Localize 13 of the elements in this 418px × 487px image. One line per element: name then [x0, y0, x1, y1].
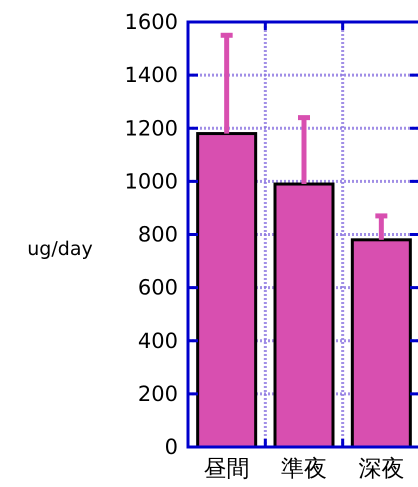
y-tick-label: 200 — [138, 382, 178, 406]
x-tick-label: 昼間 — [204, 456, 250, 482]
y-tick-label: 1600 — [124, 10, 178, 34]
y-tick-label: 600 — [138, 276, 178, 300]
y-tick-label: 800 — [138, 222, 178, 246]
y-tick-label: 1000 — [124, 169, 178, 194]
x-tick-label: 準夜 — [281, 456, 327, 482]
y-tick-label: 1200 — [124, 116, 178, 140]
y-axis-title: ug/day — [27, 238, 93, 260]
y-tick-label: 1400 — [124, 63, 178, 88]
y-tick-label: 0 — [164, 435, 178, 459]
x-tick-label: 深夜 — [358, 456, 404, 482]
y-tick-label: 400 — [138, 328, 178, 353]
